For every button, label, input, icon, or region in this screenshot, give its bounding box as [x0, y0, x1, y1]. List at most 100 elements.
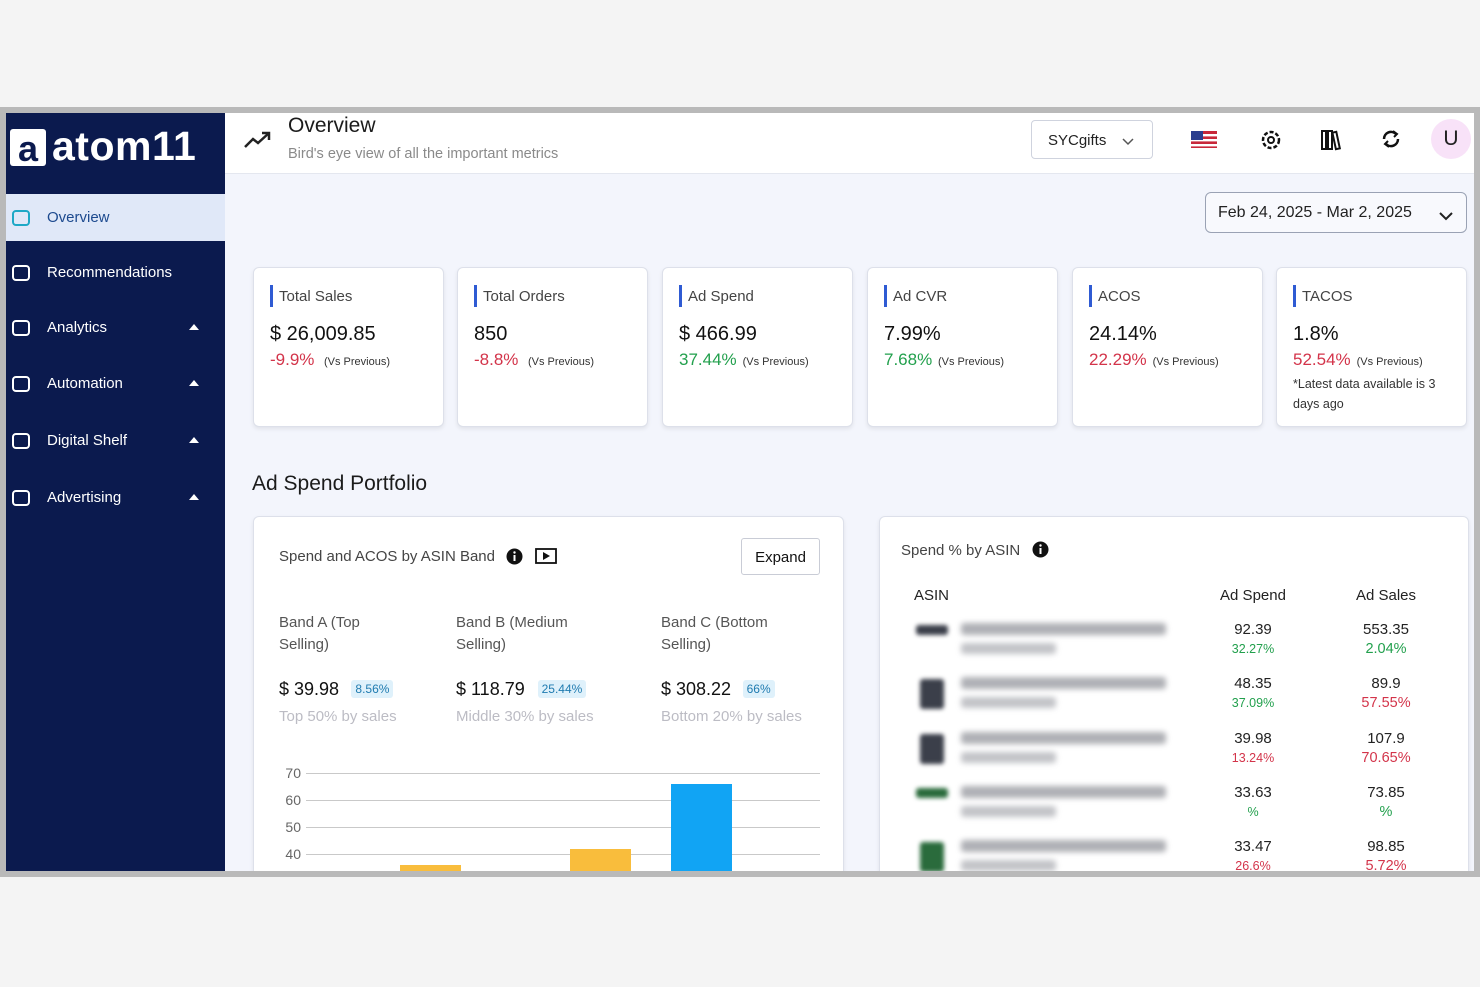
band-label: Band A (Top Selling) [279, 614, 360, 653]
icon-shape [12, 490, 30, 506]
nav-item[interactable]: Advertising [6, 474, 225, 521]
refresh-icon[interactable] [1379, 127, 1403, 151]
icon-shape [1439, 212, 1453, 221]
asin-panel: Spend % by ASIN ASIN Ad Spend Ad Sales 92.39… [879, 516, 1469, 871]
ad-spend-pct: 32.27% [1231, 642, 1275, 656]
icon-shape [1191, 131, 1217, 148]
icon-shape [1191, 134, 1217, 137]
icon-shape [513, 555, 516, 561]
icon-shape [1267, 136, 1275, 144]
product-asin-blurred [961, 860, 1056, 871]
icon-shape [244, 132, 270, 148]
chevron [1439, 208, 1453, 221]
product-asin-blurred [961, 752, 1056, 763]
product-thumb [920, 679, 944, 709]
icon-shape [1321, 130, 1342, 151]
product-asin-blurred [961, 697, 1056, 708]
metric-label: ACOS [1098, 288, 1141, 305]
icon-shape [535, 548, 557, 564]
vs-previous: (Vs Previous) [1356, 356, 1423, 368]
video-icon[interactable] [535, 548, 557, 564]
sidebar: a atom11 Overview Recommendations Analytics A… [6, 113, 225, 871]
ad-sales-pct: 70.65% [1361, 750, 1411, 766]
metric-label: Total Sales [279, 288, 353, 305]
metric-card: Ad Spend $ 466.99 37.44% (Vs Previous) [662, 267, 853, 427]
ad-sales-pct: 5.72% [1365, 858, 1407, 871]
ad-spend: 33.47 [1234, 838, 1272, 855]
account-name: SYCgifts [1048, 132, 1107, 149]
y-tick-label: 50 [285, 819, 301, 835]
expand-arrow [189, 437, 199, 443]
band-label: Band C (Bottom Selling) [661, 614, 768, 653]
icon-shape [12, 265, 30, 281]
expand-button[interactable]: Expand [741, 538, 820, 575]
account-dropdown[interactable]: SYCgifts [1031, 120, 1153, 159]
panel-title: Spend % by ASIN [901, 542, 1021, 559]
icon-shape [262, 131, 271, 140]
grid-line [306, 827, 820, 828]
nav-icon [10, 262, 32, 284]
info-icon[interactable] [1032, 541, 1049, 558]
metric-card: Ad CVR 7.99% 7.68% (Vs Previous) [867, 267, 1058, 427]
nav-item[interactable]: Digital Shelf [6, 417, 225, 464]
icon-shape [513, 551, 516, 554]
icon-shape [1383, 140, 1390, 148]
metric-value: 850 [474, 323, 508, 345]
nav-item[interactable]: Analytics [6, 304, 225, 351]
library-icon[interactable] [1320, 128, 1344, 152]
nav-label: Analytics [47, 319, 108, 336]
band-caption: Top 50% by sales [279, 708, 397, 725]
avatar[interactable]: U [1431, 119, 1471, 159]
ad-sales-pct: 2.04% [1365, 641, 1407, 657]
band-share: 8.56% [351, 680, 394, 698]
vs-previous: (Vs Previous) [742, 356, 809, 368]
vs-previous: (Vs Previous) [324, 356, 391, 368]
logo-mark: a [10, 129, 46, 169]
bar [570, 848, 631, 871]
metric-value: 1.8% [1293, 323, 1339, 345]
date-picker[interactable]: Feb 24, 2025 - Mar 2, 2025 [1205, 192, 1467, 233]
ad-spend-pct: 13.24% [1231, 751, 1275, 765]
icon-shape [1039, 544, 1042, 547]
ad-spend: 39.98 [1234, 730, 1272, 747]
settings-icon[interactable] [1259, 128, 1283, 152]
band-value: $ 39.98 [279, 679, 340, 699]
flag-icon[interactable] [1191, 131, 1217, 148]
icon-shape [1122, 138, 1134, 146]
grid-line [306, 854, 820, 855]
ad-spend-pct: % [1247, 805, 1259, 819]
ad-spend: 33.63 [1234, 784, 1272, 801]
icon-shape [1331, 130, 1342, 151]
metric-label: Ad Spend [688, 288, 754, 305]
ad-sales: 107.9 [1367, 730, 1405, 747]
nav-item[interactable]: Overview [6, 194, 225, 241]
band-value: $ 308.22 [661, 679, 732, 699]
vs-previous: (Vs Previous) [528, 356, 595, 368]
accent-bar [884, 285, 887, 307]
metric-card: TACOS 1.8% 52.54% (Vs Previous) *Latest data… [1276, 267, 1467, 427]
accent-bar [679, 285, 682, 307]
product-name-blurred [961, 840, 1166, 852]
icon-shape [244, 131, 271, 148]
accent-bar [474, 285, 477, 307]
expand-label: Expand [755, 549, 806, 566]
nav-item[interactable]: Automation [6, 360, 225, 407]
nav-item[interactable]: Recommendations [6, 249, 225, 296]
metric-change: 37.44% [679, 350, 737, 369]
y-tick-label: 60 [285, 792, 301, 808]
info-icon[interactable] [506, 548, 523, 565]
grid-line [306, 800, 820, 801]
metric-value: 7.99% [884, 323, 941, 345]
icon-shape [1439, 212, 1453, 221]
metric-value: $ 26,009.85 [270, 323, 376, 345]
icon-shape [12, 490, 30, 506]
nav-label: Recommendations [47, 264, 173, 281]
product-asin-blurred [961, 643, 1056, 654]
nav-label: Automation [47, 375, 123, 392]
band-caption: Bottom 20% by sales [661, 708, 802, 725]
screenshot-frame: a atom11 Overview Recommendations Analytics A… [0, 107, 1480, 877]
header: Overview Bird's eye view of all the impor… [225, 113, 1474, 174]
nav-label: Digital Shelf [47, 432, 128, 449]
icon-shape [12, 376, 30, 392]
